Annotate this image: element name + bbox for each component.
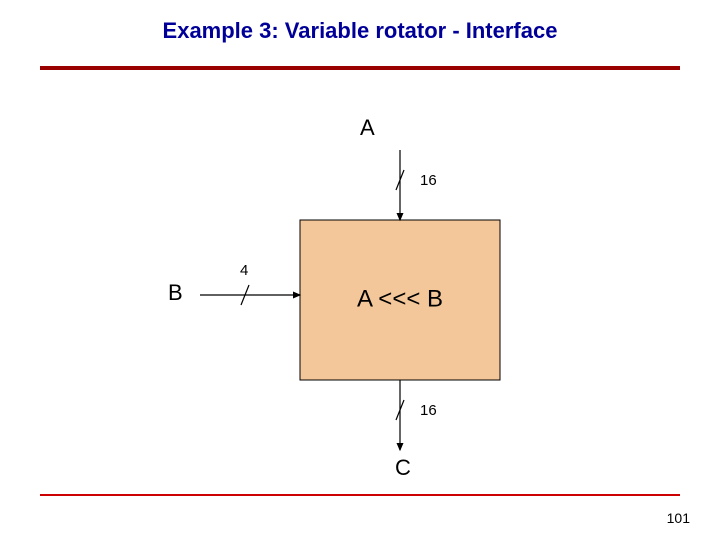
rotator-block-label: A <<< B	[357, 285, 443, 312]
block-diagram: A <<< B A 16 B 4 C 16	[0, 0, 720, 540]
signal-b-width: 4	[240, 262, 248, 279]
signal-a-label: A	[360, 115, 375, 140]
signal-c-width: 16	[420, 402, 437, 419]
signal-c-label: C	[395, 455, 411, 480]
signal-a-width: 16	[420, 172, 437, 189]
signal-b-label: B	[168, 280, 183, 305]
